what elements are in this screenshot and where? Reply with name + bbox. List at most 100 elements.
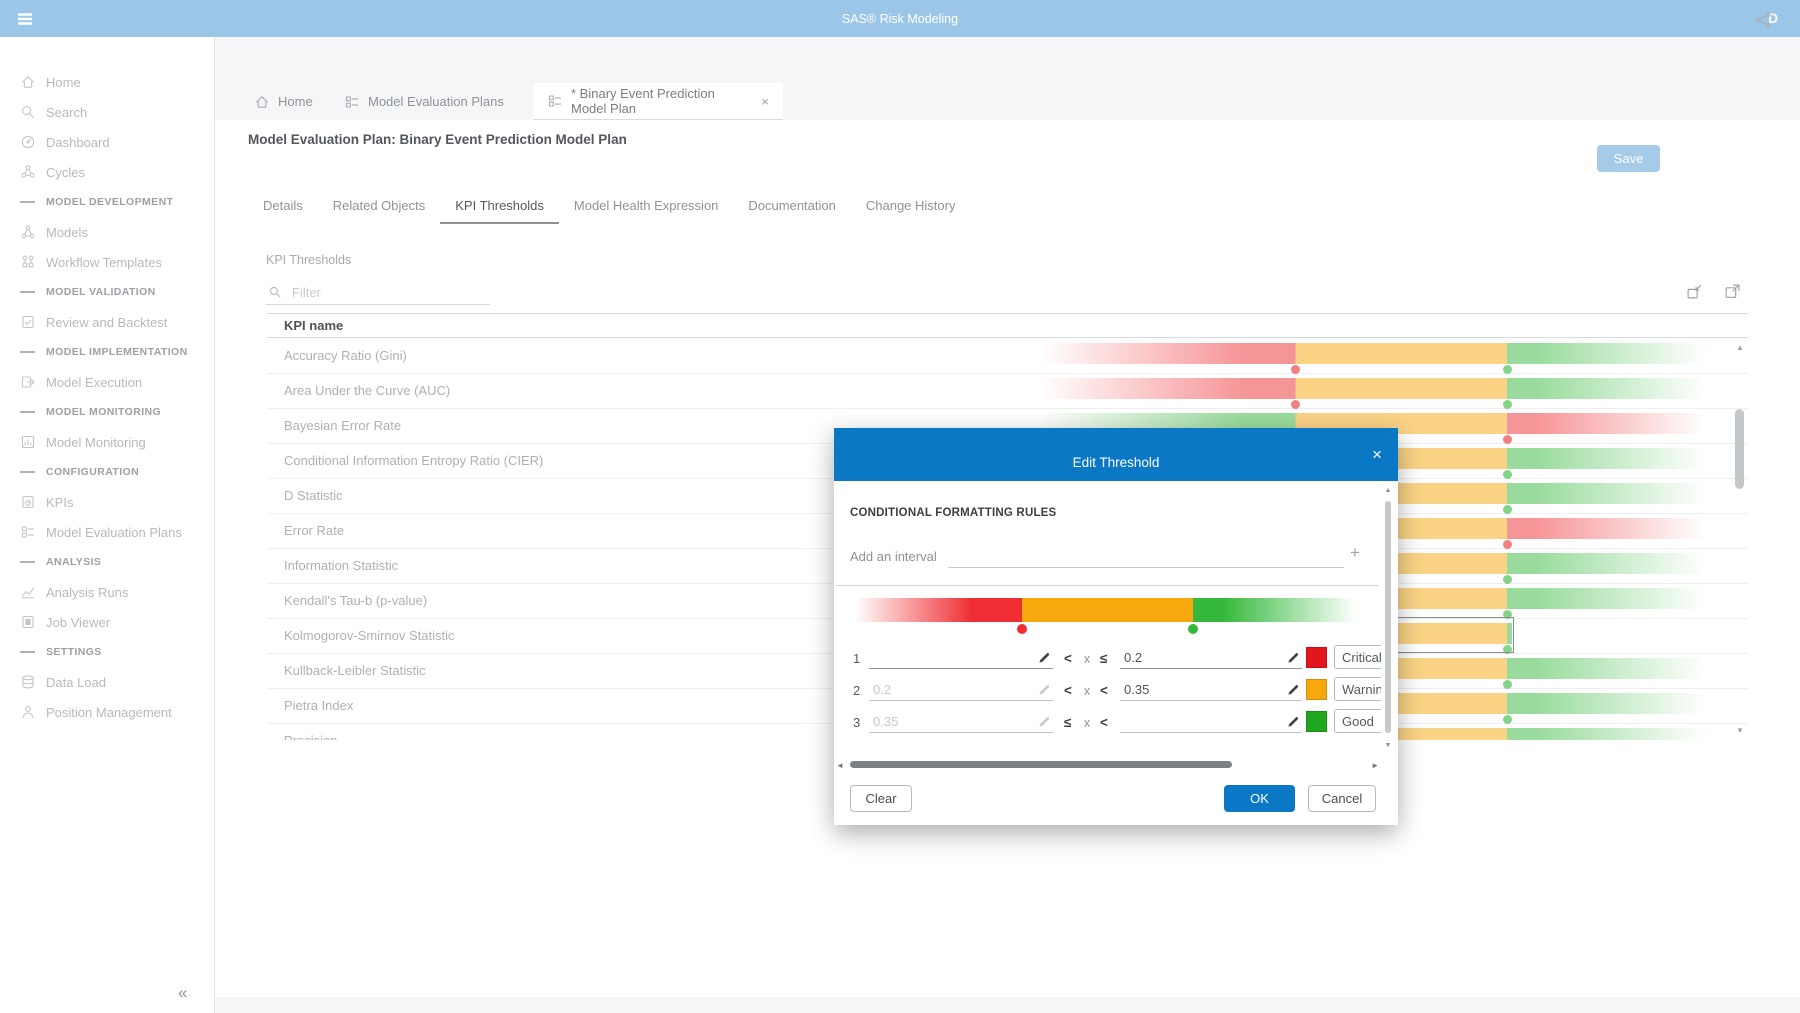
open-new-window-icon[interactable]	[1724, 283, 1741, 300]
dialog-vertical-scrollbar[interactable]: ▲ ▼	[1383, 487, 1393, 749]
pencil-icon[interactable]	[1037, 715, 1051, 729]
upper-boundary-dot[interactable]	[1503, 365, 1512, 374]
rule-label-box[interactable]: Critical	[1334, 645, 1381, 669]
sidebar-item-home[interactable]: Home	[0, 67, 214, 97]
color-swatch-warning[interactable]	[1306, 679, 1327, 700]
tab-documentation[interactable]: Documentation	[733, 188, 850, 224]
threshold-bar-fill	[1040, 343, 1712, 364]
save-button[interactable]: Save	[1597, 145, 1660, 172]
pencil-icon[interactable]	[1037, 651, 1051, 665]
scroll-down-icon[interactable]: ▼	[1384, 742, 1392, 749]
add-interval-plus-icon[interactable]: +	[1350, 543, 1360, 562]
rule-lower-bound-input[interactable]	[869, 647, 1053, 668]
tab-kpi-thresholds[interactable]: KPI Thresholds	[440, 188, 559, 224]
sidebar-item-dashboard[interactable]: Dashboard	[0, 127, 214, 157]
scrollbar-thumb[interactable]	[850, 761, 1232, 768]
sidebar-item-cycles[interactable]: Cycles	[0, 157, 214, 187]
sidebar-item-workflow-templates[interactable]: Workflow Templates	[0, 247, 214, 277]
upper-boundary-dot[interactable]	[1503, 575, 1512, 584]
rule-lower-bound-input[interactable]	[869, 679, 1053, 700]
sidebar-item-search[interactable]: Search	[0, 97, 214, 127]
ok-button[interactable]: OK	[1224, 785, 1295, 812]
tab-change-history[interactable]: Change History	[851, 188, 971, 224]
pencil-icon[interactable]	[1286, 715, 1300, 729]
table-row-area-under-the-curve-auc[interactable]: Area Under the Curve (AUC)	[267, 374, 1748, 409]
models-icon	[20, 224, 36, 240]
rule-lower-bound-input[interactable]	[869, 711, 1053, 732]
scroll-right-icon[interactable]: ►	[1371, 761, 1379, 770]
dialog-horizontal-scrollbar[interactable]: ◄ ►	[834, 759, 1381, 771]
job-viewer-icon	[20, 614, 36, 630]
doc-tab-model-evaluation-plans[interactable]: Model Evaluation Plans	[330, 83, 518, 120]
add-interval-input[interactable]	[948, 539, 1344, 568]
clear-button[interactable]: Clear	[850, 785, 912, 812]
scroll-up-icon[interactable]: ▲	[1736, 343, 1744, 352]
sidebar-collapse-button[interactable]: «	[178, 983, 188, 1002]
rule-upper-bound-input[interactable]	[1120, 679, 1302, 700]
kpi-name-cell: Kolmogorov-Smirnov Statistic	[284, 628, 455, 643]
hamburger-menu-icon[interactable]	[15, 9, 35, 29]
tab-model-health-expression[interactable]: Model Health Expression	[559, 188, 734, 224]
lower-boundary-dot[interactable]	[1291, 400, 1300, 409]
sidebar-item-data-load[interactable]: Data Load	[0, 667, 214, 697]
sidebar-section-label: SETTINGS	[46, 646, 102, 658]
sidebar-item-position-management[interactable]: Position Management	[0, 697, 214, 727]
pencil-icon[interactable]	[1286, 651, 1300, 665]
close-icon[interactable]: ×	[1372, 445, 1382, 464]
scrollbar-thumb[interactable]	[1385, 501, 1391, 733]
upper-boundary-dot[interactable]	[1503, 540, 1512, 549]
sidebar-item-model-monitoring[interactable]: Model Monitoring	[0, 427, 214, 457]
upper-boundary-dot[interactable]	[1503, 645, 1512, 654]
rule-label-box[interactable]: Good	[1334, 709, 1381, 733]
doc-tab-home[interactable]: Home	[240, 83, 327, 120]
close-tab-icon[interactable]: ×	[761, 93, 769, 109]
rule-label-box[interactable]: Warning	[1334, 677, 1381, 701]
kpi-name-cell: Pietra Index	[284, 698, 354, 713]
color-swatch-good[interactable]	[1306, 711, 1327, 732]
sidebar-section-settings: SETTINGS	[0, 637, 214, 667]
rule-upper-bound-input[interactable]	[1120, 647, 1302, 668]
user-avatar[interactable]: D	[1768, 11, 1778, 26]
upper-boundary-dot[interactable]	[1503, 715, 1512, 724]
sidebar-item-review-and-backtest[interactable]: Review and Backtest	[0, 307, 214, 337]
good-boundary-dot[interactable]	[1188, 624, 1198, 634]
scroll-left-icon[interactable]: ◄	[836, 761, 844, 770]
sidebar-item-model-evaluation-plans[interactable]: Model Evaluation Plans	[0, 517, 214, 547]
tab-related-objects[interactable]: Related Objects	[318, 188, 441, 224]
upper-boundary-dot[interactable]	[1503, 680, 1512, 689]
sidebar-item-analysis-runs[interactable]: Analysis Runs	[0, 577, 214, 607]
scroll-up-icon[interactable]: ▲	[1384, 487, 1392, 494]
sidebar-item-job-viewer[interactable]: Job Viewer	[0, 607, 214, 637]
sub-tab-label: Related Objects	[332, 197, 426, 213]
column-header-kpi-name: KPI name	[284, 318, 344, 333]
color-swatch-critical[interactable]	[1306, 647, 1327, 668]
critical-boundary-dot[interactable]	[1017, 624, 1027, 634]
sidebar-item-kpis[interactable]: KPIs	[0, 487, 214, 517]
sidebar-section-label: CONFIGURATION	[46, 466, 140, 478]
scroll-down-icon[interactable]: ▼	[1736, 726, 1744, 735]
table-row-accuracy-ratio-gini[interactable]: Accuracy Ratio (Gini)	[267, 339, 1748, 374]
tab-details[interactable]: Details	[248, 188, 318, 224]
upper-boundary-dot[interactable]	[1503, 435, 1512, 444]
upper-boundary-dot[interactable]	[1503, 400, 1512, 409]
lower-boundary-dot[interactable]	[1291, 365, 1300, 374]
sidebar-item-model-execution[interactable]: Model Execution	[0, 367, 214, 397]
sidebar-item-label: Model Evaluation Plans	[46, 524, 182, 540]
filter-input[interactable]	[290, 280, 490, 304]
upper-boundary-dot[interactable]	[1503, 470, 1512, 479]
fit-to-window-icon[interactable]	[1686, 283, 1703, 300]
rule-upper-bound-input[interactable]	[1120, 711, 1302, 732]
doc-tab-label: Model Evaluation Plans	[368, 94, 504, 109]
share-icon[interactable]	[1754, 11, 1772, 29]
pencil-icon[interactable]	[1286, 683, 1300, 697]
upper-boundary-dot[interactable]	[1503, 610, 1512, 619]
operator-lt: <	[1100, 683, 1108, 698]
table-vertical-scrollbar[interactable]: ▲ ▼	[1734, 343, 1746, 735]
doc-tab-binary-event-prediction-model-plan[interactable]: * Binary Event Prediction Model Plan ×	[533, 83, 783, 120]
cancel-button[interactable]: Cancel	[1308, 785, 1376, 812]
upper-boundary-dot[interactable]	[1503, 505, 1512, 514]
sidebar-item-models[interactable]: Models	[0, 217, 214, 247]
scrollbar-thumb[interactable]	[1735, 409, 1744, 489]
pencil-icon[interactable]	[1037, 683, 1051, 697]
